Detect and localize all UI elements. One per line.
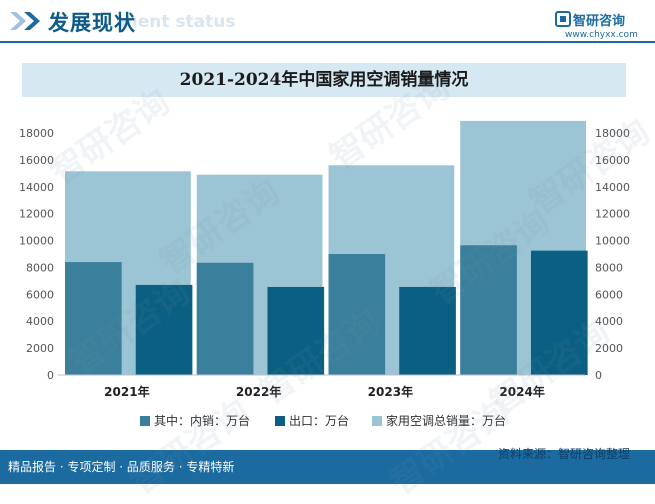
legend-swatch-2 — [372, 416, 382, 426]
left-tick-label-6: 12000 — [19, 208, 54, 221]
brand-name: 智研咨询 — [573, 14, 626, 29]
footer-tagline: 精品报告 · 专项定制 · 品质服务 · 专精特新 — [8, 460, 235, 474]
right-tick-label-6: 12000 — [595, 208, 630, 221]
right-tick-label-8: 16000 — [595, 154, 630, 167]
left-tick-label-8: 16000 — [19, 154, 54, 167]
right-tick-label-3: 6000 — [595, 288, 623, 301]
source-note: 资料来源：智研咨询整理 — [498, 447, 631, 461]
bars-layer — [58, 120, 588, 376]
left-tick-label-5: 10000 — [19, 235, 54, 248]
category-label-2: 2023年 — [368, 384, 413, 399]
right-tick-label-4: 8000 — [595, 261, 623, 274]
page-title: 发展现状 — [48, 11, 136, 35]
bar-export-2 — [399, 286, 456, 375]
bar-export-1 — [267, 286, 325, 375]
category-label-3: 2024年 — [499, 384, 544, 399]
legend: 其中：内销：万台 出口：万台 家用空调总销量：万台 — [140, 413, 506, 428]
legend-swatch-0 — [140, 416, 150, 426]
left-tick-label-1: 2000 — [26, 342, 54, 355]
legend-swatch-1 — [275, 416, 285, 426]
right-tick-label-0: 0 — [595, 369, 602, 382]
left-tick-label-0: 0 — [47, 369, 54, 382]
bar-chart: 0 2000 4000 6000 8000 10000 12000 14000 16000 180… — [19, 120, 630, 428]
category-label-0: 2021年 — [104, 384, 149, 399]
header-rule — [0, 41, 655, 43]
left-tick-label-2: 4000 — [26, 315, 54, 328]
right-tick-label-2: 4000 — [595, 315, 623, 328]
chart-title: 2021-2024年中国家用空调销量情况 — [179, 70, 469, 90]
left-tick-label-9: 18000 — [19, 127, 54, 140]
brand-logo-icon — [555, 11, 571, 27]
header-subtitle: ment status — [120, 12, 236, 32]
chart-title-band: 2021-2024年中国家用空调销量情况 — [22, 63, 626, 97]
right-tick-label-5: 10000 — [595, 235, 630, 248]
bar-export-3 — [530, 250, 588, 375]
left-tick-label-7: 14000 — [19, 181, 54, 194]
bar-domestic-1 — [196, 262, 254, 375]
bar-domestic-2 — [328, 254, 386, 375]
legend-label-1: 出口：万台 — [289, 413, 349, 428]
left-tick-label-4: 8000 — [26, 261, 54, 274]
brand-logo: 智研咨询 www.chyxx.com — [555, 8, 651, 42]
category-label-1: 2022年 — [236, 384, 281, 399]
left-axis-ticks: 0 2000 4000 6000 8000 10000 12000 14000 16000 180… — [19, 127, 54, 382]
chevron-double-icon — [10, 12, 40, 30]
bar-export-0 — [135, 284, 193, 375]
header-bar: ment status 发展现状 智研咨询 www.chyxx.com — [0, 0, 655, 44]
right-tick-label-9: 18000 — [595, 127, 630, 140]
right-axis-ticks: 0 2000 4000 6000 8000 10000 12000 14000 16000 180… — [595, 127, 630, 382]
footer-bar: 精品报告 · 专项定制 · 品质服务 · 专精特新 — [0, 450, 655, 484]
bar-domestic-3 — [460, 245, 517, 375]
brand-url: www.chyxx.com — [565, 30, 638, 40]
right-tick-label-7: 14000 — [595, 181, 630, 194]
legend-label-0: 其中：内销：万台 — [154, 413, 250, 428]
x-axis-labels: 2021年 2022年 2023年 2024年 — [104, 384, 545, 399]
bar-domestic-0 — [65, 262, 122, 375]
left-tick-label-3: 6000 — [26, 288, 54, 301]
legend-label-2: 家用空调总销量：万台 — [386, 413, 506, 428]
right-tick-label-1: 2000 — [595, 342, 623, 355]
